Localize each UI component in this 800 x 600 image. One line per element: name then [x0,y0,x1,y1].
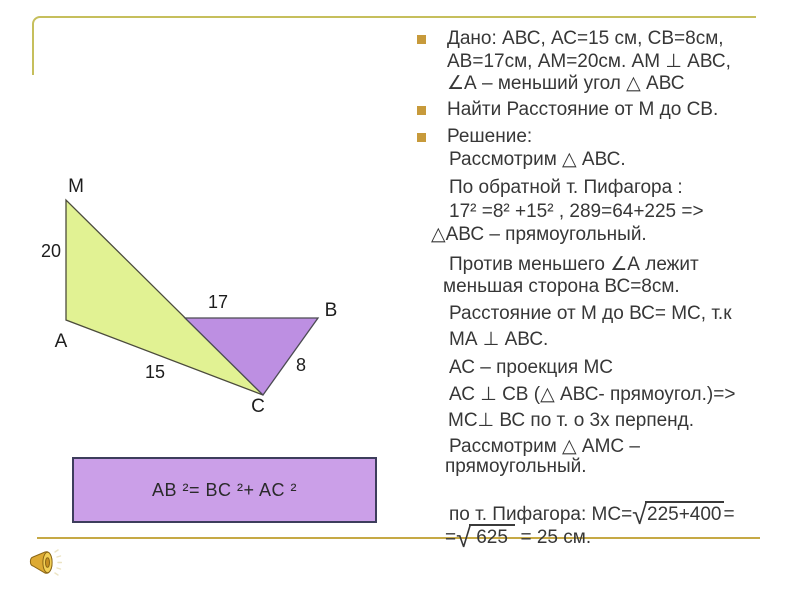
vertex-label-c: C [251,396,265,417]
solution-heading: Решение: [417,126,777,149]
problem-find-text: Найти Расстояние от М до СВ. [447,99,719,120]
sqrt1-radicand: 225+400 [645,500,724,525]
solution-line: Рассмотрим △ АМС – [449,436,641,457]
vertex-label-b: B [325,300,338,321]
solution-line: МА ⊥ АВС. [449,329,549,350]
formula-box: AB ²= BC ²+ AC ² [72,457,377,523]
formula-text: AB ²= BC ²+ AC ² [151,479,298,500]
slide-frame-bottom [37,537,760,539]
solution-line: Рассмотрим △ АВС. [449,149,626,170]
bullet-icon [417,133,426,142]
bullet-icon [417,106,426,115]
solution-line: Против меньшего ∠А лежит [449,254,699,275]
sqrt2-radicand: 625 [468,523,516,548]
speaker-icon[interactable] [26,545,62,579]
solution-line-sqrt: =√ 625 = 25 см. [445,504,592,551]
sqrt1-pre: по т. Пифагора: МС= [449,503,633,525]
radical-sign: √ [632,499,647,530]
solution-line: Расстояние от М до ВС= МС, т.к [449,303,732,324]
triangle-abc [183,317,320,396]
slide-frame-top-left [32,16,756,75]
solution-line: прямоугольный. [445,456,587,477]
length-label-cb: 8 [296,355,306,375]
problem-given: Дано: АВС, АС=15 см, СВ=8см, АВ=17см, АМ… [417,28,777,96]
radical-sign: √ [456,522,471,553]
problem-find: Найти Расстояние от М до СВ. [417,99,777,122]
geometry-figure: M A B C 20 17 15 8 [41,176,338,417]
length-label-ac: 15 [145,362,165,382]
length-label-ma: 20 [41,241,61,261]
problem-given-text: Дано: АВС, АС=15 см, СВ=8см, АВ=17см, АМ… [447,28,731,94]
solution-line: 17² =8² +15² , 289=64+225 => [449,201,704,222]
solution-line: По обратной т. Пифагора : [449,177,683,198]
length-label-ab: 17 [208,292,228,312]
sqrt2-post: = 25 см. [515,526,592,548]
sqrt2-pre: = [445,526,457,548]
vertex-label-m: M [68,176,84,197]
solution-line: меньшая сторона ВС=8см. [443,276,680,297]
solution-line: △АВС – прямоугольный. [431,224,647,245]
solution-line: АС ⊥ СВ (△ АВС- прямоугол.)=> [449,384,736,405]
sqrt1-post: = [723,503,735,525]
solution-heading-text: Решение: [447,126,533,147]
solution-line-sqrt: по т. Пифагора: МС=√ 225+400 = [449,481,735,528]
vertex-label-a: A [55,331,68,352]
solution-line: АС – проекция МС [449,357,614,378]
solution-line: МС⊥ ВС по т. о 3х перпенд. [448,410,695,431]
bullet-icon [417,35,426,44]
